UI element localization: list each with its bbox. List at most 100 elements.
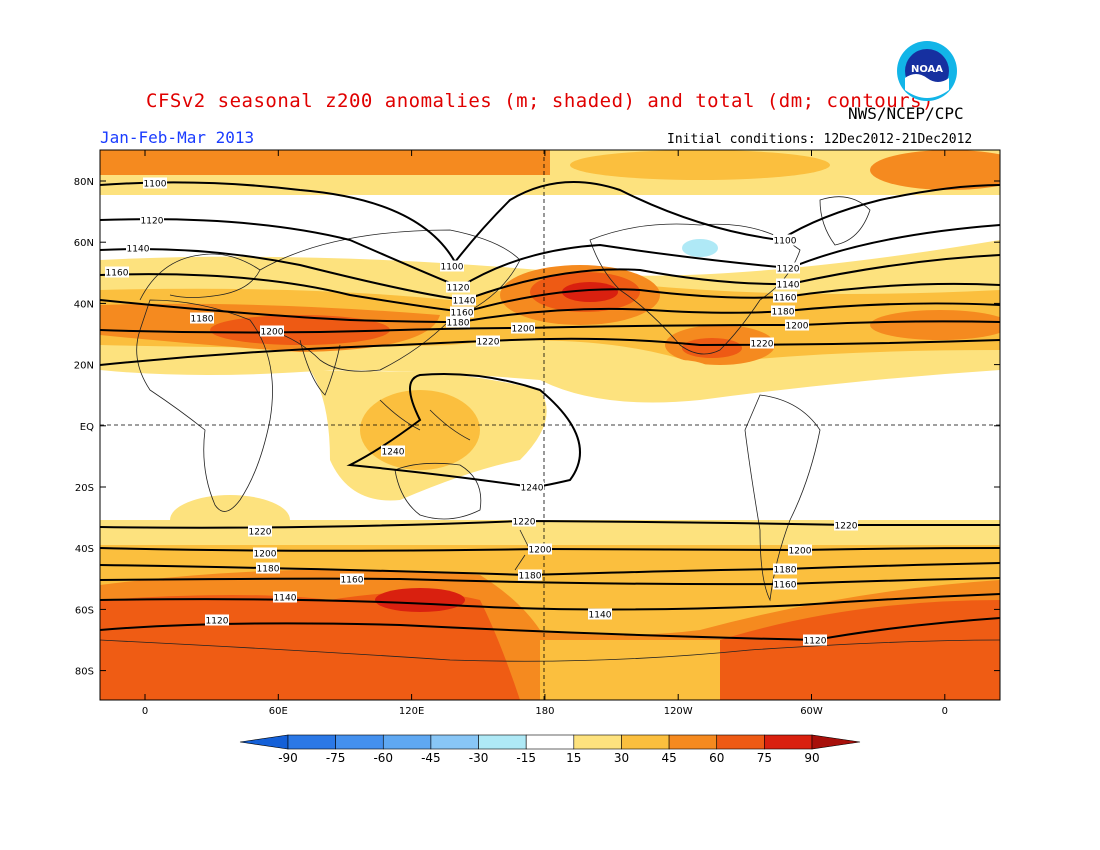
colorbar-swatch [764,734,813,750]
coast-africa [136,299,273,512]
contour-label: 1240 [521,484,544,494]
contour-label-bg [511,322,535,334]
contour-label-bg [773,291,797,303]
contour-label: 1100 [441,263,464,273]
contour-label-bg [248,525,272,537]
contour-labels: 1100 1100 1100 1120 1120 1120 1120 1120 1140 1140… [105,177,858,647]
contour-label: 1140 [274,594,297,604]
contour-label: 1140 [777,281,800,291]
lon-label: 120E [399,706,424,717]
contour-label-bg [205,614,229,626]
shade-pacific-75 [562,282,618,302]
contour-label: 1140 [589,611,612,621]
contour-label-bg [773,563,797,575]
colorbar-swatch [573,734,622,750]
contour-label-bg [273,591,297,603]
contour-label: 1200 [254,550,277,560]
lon-label: 0 [942,706,948,717]
colorbar-label: 90 [804,751,819,765]
contour-label-bg [834,519,858,531]
coast-antarctica [100,639,1000,662]
contour-label: 1120 [777,265,800,275]
colorbar-label: -90 [278,751,298,765]
contour-label-bg [512,515,536,527]
shade-arctic-45-east [870,150,1000,190]
colorbar-arrow-high [811,734,861,750]
contour-label-bg [773,578,797,590]
colorbar-swatch [621,734,670,750]
colorbar-label: -60 [373,751,393,765]
contour-label: 1140 [453,297,476,307]
logo-text: NOAA [911,64,943,75]
contour-label: 1200 [786,322,809,332]
colorbar-swatch [525,734,575,750]
shade-pacific-south-light [540,640,720,700]
contour-label-bg [440,260,464,272]
contour-label: 1180 [447,319,470,329]
contour-label: 1220 [477,338,500,348]
coast-greenland [819,196,871,246]
contour-1240 [346,373,581,489]
contour-label-bg [143,177,167,189]
colorbar-swatch [478,734,527,750]
lat-label: 80N [74,177,94,188]
contour-label: 1160 [341,576,364,586]
shade-eastern-atlantic-45 [870,310,1000,340]
contour-label-bg [771,305,795,317]
shade-arctic-30-mid [570,150,830,180]
contour-label: 1160 [106,269,129,279]
contour-label: 1160 [774,581,797,591]
contour-1160-south [100,577,1000,586]
contour-label-bg [588,608,612,620]
contour-label-bg [446,281,470,293]
lon-label: 120W [664,706,693,717]
contour-label: 1100 [144,180,167,190]
contour-1120-south [100,617,1000,642]
lat-label: 20N [74,361,94,372]
contour-label-bg [803,634,827,646]
coast-maritime [379,399,471,441]
contour-label-bg [476,335,500,347]
lat-label: 20S [75,483,94,494]
contour-label-bg [776,262,800,274]
colorbar-label: -15 [516,751,536,765]
contour-label: 1180 [191,315,214,325]
colorbar-label: -30 [469,751,489,765]
contour-label-bg [528,543,552,555]
lat-label: 80S [75,667,94,678]
noaa-logo-icon: NOAA [897,41,957,101]
contour-label-bg [446,316,470,328]
contour-label: 1120 [206,617,229,627]
chart-title: CFSv2 seasonal z200 anomalies (m; shaded… [146,90,934,112]
contour-label: 1160 [774,294,797,304]
contour-label-bg [126,242,150,254]
shade-atlantic-15 [640,360,720,400]
shade-peak-south-indian [375,588,465,612]
contour-label: 1180 [774,566,797,576]
contour-label-bg [340,573,364,585]
colorbar-swatch [382,734,432,750]
colorbar-label: -75 [326,751,346,765]
lat-label: EQ [80,422,94,433]
contour-label-bg [190,312,214,324]
colorbar-label: 15 [566,751,581,765]
contour-label: 1180 [519,572,542,582]
lat-label: 40N [74,299,94,310]
colorbar-swatch [430,734,479,750]
contour-label: 1120 [804,637,827,647]
colorbar-swatch [668,734,718,750]
contour-label-bg [518,569,542,581]
colorbar-swatch [716,734,765,750]
contour-label-bg [773,234,797,246]
contour-label-bg [140,214,164,226]
latitude-axis: 80N 60N 40N 20N EQ 20S 40S 60S 80S [74,177,1000,678]
shade-arctic-45 [100,150,550,175]
colorbar-swatch [335,734,384,750]
shade-mexico-60 [682,338,742,358]
contour-label: 1200 [261,328,284,338]
map-frame [99,149,1001,701]
contour-label: 1120 [447,284,470,294]
height-contours [100,181,1000,642]
contour-label: 1200 [789,547,812,557]
